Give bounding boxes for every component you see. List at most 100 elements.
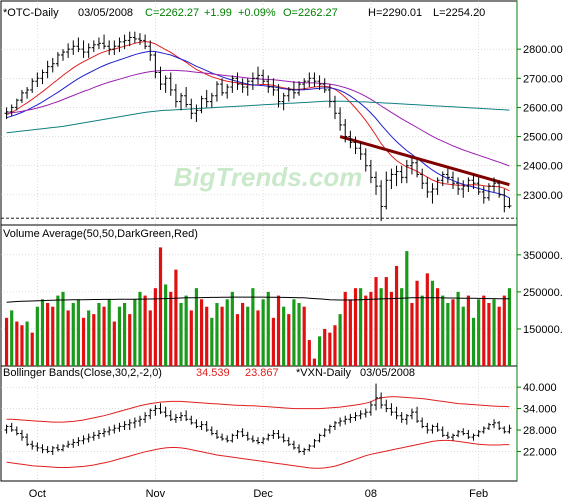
volume-bar xyxy=(71,303,75,366)
price-bar xyxy=(327,84,332,108)
vxn-bar xyxy=(302,447,307,455)
volume-bar xyxy=(451,299,455,366)
price-bar xyxy=(204,89,209,108)
vxn-bar xyxy=(230,433,235,443)
volume-bar xyxy=(107,299,111,366)
vxn-bars xyxy=(4,383,512,469)
price-bar xyxy=(102,34,107,50)
volume-bar xyxy=(35,306,39,366)
volume-bar xyxy=(20,325,24,366)
vxn-bar xyxy=(256,437,260,445)
open-label: O=2262.27 xyxy=(283,7,338,19)
vxn-tick-label: 40.000 xyxy=(523,382,557,394)
vxn-bar xyxy=(245,431,250,441)
vxn-bar xyxy=(55,444,60,452)
price-bar xyxy=(35,72,40,88)
vxn-bar xyxy=(297,444,302,454)
volume-bar xyxy=(430,280,435,366)
volume-bar xyxy=(471,317,476,366)
vxn-bar xyxy=(61,444,66,452)
price-bar xyxy=(322,78,327,93)
price-tick-label: 2300.00 xyxy=(523,190,563,202)
volume-bar xyxy=(117,306,122,366)
vxn-bar xyxy=(507,424,512,434)
volume-bar xyxy=(210,317,214,366)
price-bar xyxy=(420,168,425,190)
vxn-bar xyxy=(456,430,461,438)
volume-bar xyxy=(4,317,9,366)
low-label: L=2254.20 xyxy=(433,7,485,19)
volume-bar xyxy=(384,277,388,366)
volume-tick-label: 250000. xyxy=(523,287,563,299)
volume-bar xyxy=(497,306,501,366)
vxn-bar xyxy=(276,430,281,439)
price-bar xyxy=(86,43,91,58)
volume-bar xyxy=(282,306,286,366)
vxn-bar xyxy=(399,412,404,423)
x-tick-label: Nov xyxy=(146,488,166,500)
price-bar xyxy=(168,72,173,96)
price-bar xyxy=(415,159,420,178)
vxn-bar xyxy=(425,422,430,434)
volume-bar xyxy=(158,247,163,366)
volume-bar xyxy=(328,332,332,366)
bollinger-band-line xyxy=(6,396,510,423)
moving-average-line xyxy=(6,50,510,199)
price-bar xyxy=(19,89,24,104)
volume-bar xyxy=(153,288,157,366)
price-bar xyxy=(266,75,271,93)
vxn-tick-label: 22.000 xyxy=(523,446,557,458)
volume-bar xyxy=(461,306,465,366)
volume-bar xyxy=(415,280,419,366)
volume-bar xyxy=(410,303,414,366)
volume-bar xyxy=(389,291,394,366)
volume-bar xyxy=(492,299,496,366)
price-bar xyxy=(353,136,358,155)
volume-bar xyxy=(10,310,14,366)
vxn-bar xyxy=(384,399,389,413)
price-tick-label: 2600.00 xyxy=(523,102,563,114)
price-bar xyxy=(122,34,127,50)
volume-bar xyxy=(276,295,281,366)
price-bar xyxy=(96,37,101,50)
vxn-bar xyxy=(461,428,466,436)
trend-line xyxy=(339,135,510,187)
volume-bar xyxy=(343,291,347,366)
x-tick-label: Dec xyxy=(253,488,273,500)
vxn-bar xyxy=(204,421,209,432)
volume-bar xyxy=(487,303,491,366)
volume-bar xyxy=(364,295,368,366)
price-bar xyxy=(117,37,122,53)
vxn-bar xyxy=(497,421,502,430)
vxn-bar xyxy=(348,413,353,423)
price-bar xyxy=(281,92,286,111)
vxn-bar xyxy=(312,438,317,448)
high-label: H=2290.01 xyxy=(368,7,422,19)
x-tick-label: Feb xyxy=(469,488,488,500)
change-label: +1.99 xyxy=(204,7,232,19)
volume-bar xyxy=(87,310,91,366)
price-bar xyxy=(379,180,384,222)
vxn-label: *VXN-Daily xyxy=(296,367,352,379)
price-bar xyxy=(461,180,466,198)
volume-bar xyxy=(359,288,363,366)
vxn-bar xyxy=(14,426,19,436)
price-tick-label: 2500.00 xyxy=(523,132,563,144)
vxn-tick-label: 34.000 xyxy=(523,404,557,416)
volume-bar xyxy=(338,314,342,366)
price-bar xyxy=(338,107,343,131)
price-bar xyxy=(271,78,276,96)
vxn-bar xyxy=(66,440,71,448)
price-bar xyxy=(276,84,281,108)
vxn-bar xyxy=(435,422,440,432)
vxn-bar xyxy=(220,433,225,441)
vxn-bar xyxy=(214,430,219,439)
volume-bar xyxy=(446,303,450,366)
price-bar xyxy=(71,40,76,55)
volume-bar xyxy=(287,314,291,366)
price-bar xyxy=(389,168,394,190)
volume-bar xyxy=(374,277,378,366)
vxn-bar xyxy=(250,435,255,443)
vxn-bar xyxy=(132,417,137,429)
